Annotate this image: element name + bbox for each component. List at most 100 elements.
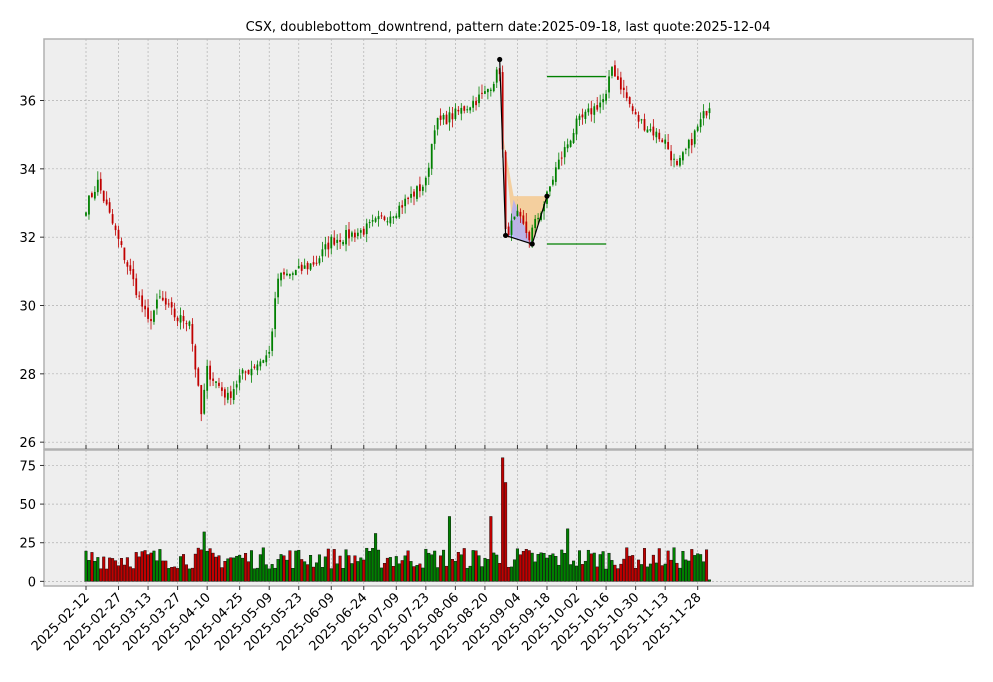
candle-body — [194, 345, 197, 370]
candle-body — [448, 112, 451, 123]
volume-bar — [279, 554, 283, 582]
volume-bar — [453, 560, 457, 582]
volume-bar — [134, 552, 138, 582]
volume-bar — [598, 554, 602, 582]
volume-bar — [184, 564, 188, 582]
volume-bar — [669, 559, 673, 582]
volume-bar — [270, 564, 274, 582]
volume-bar — [382, 562, 386, 582]
volume-bar — [176, 568, 180, 582]
volume-bar — [507, 566, 511, 582]
candle-body — [563, 147, 566, 158]
volume-bar — [140, 551, 144, 582]
candle-body — [416, 186, 418, 199]
candle-body — [321, 249, 324, 257]
candle-body — [696, 126, 699, 131]
volume-bar — [430, 554, 434, 582]
candle-body — [203, 389, 206, 414]
candle-body — [392, 216, 395, 218]
volume-bar — [326, 548, 330, 582]
volume-bar — [433, 550, 437, 582]
candle-body — [265, 355, 268, 363]
candle-body — [176, 317, 179, 322]
volume-bar — [164, 560, 168, 582]
candle-body — [120, 241, 123, 245]
candle-body — [436, 118, 439, 130]
volume-bar — [563, 553, 567, 582]
candle-body — [291, 273, 294, 275]
candle-body — [507, 226, 510, 236]
volume-bar — [205, 551, 209, 582]
volume-bar — [450, 559, 454, 582]
candle-body — [274, 298, 277, 330]
volume-bar — [675, 562, 679, 582]
volume-bar — [436, 567, 440, 582]
candle-body — [191, 324, 194, 344]
candle-body — [342, 241, 344, 245]
candle-body — [475, 100, 477, 106]
candle-body — [566, 144, 569, 149]
volume-bar — [276, 559, 280, 582]
candle-body — [537, 217, 540, 220]
candle-body — [182, 315, 185, 322]
volume-bar — [400, 560, 404, 582]
candle-body — [359, 230, 362, 233]
candle-body — [599, 102, 602, 108]
candle-body — [135, 278, 138, 296]
candle-body — [356, 232, 359, 237]
volume-bar — [625, 547, 629, 582]
candle-body — [631, 106, 634, 112]
candle-body — [442, 114, 445, 120]
volume-bar — [442, 549, 446, 582]
candle-body — [605, 93, 607, 101]
candle-body — [141, 295, 144, 307]
candle-body — [419, 184, 421, 192]
volume-bar — [548, 554, 552, 582]
volume-tick-label: 50 — [19, 498, 36, 513]
candle-body — [619, 77, 622, 90]
candle-body — [661, 139, 664, 143]
candle-body — [690, 139, 693, 146]
volume-bar — [282, 555, 286, 582]
candle-body — [466, 109, 469, 111]
volume-bar — [684, 559, 688, 582]
candle-body — [126, 262, 129, 267]
candle-body — [306, 262, 309, 270]
volume-bar — [332, 549, 336, 582]
volume-bar — [244, 553, 248, 582]
candle-body — [614, 65, 616, 77]
volume-bar — [495, 554, 499, 582]
volume-bar — [344, 549, 348, 582]
candle-body — [247, 369, 250, 375]
volume-tick-label: 25 — [19, 537, 36, 552]
volume-bar — [119, 558, 123, 582]
volume-bar — [249, 550, 253, 582]
volume-bar — [512, 559, 516, 582]
candle-body — [324, 244, 327, 250]
volume-bar — [415, 565, 419, 582]
volume-bar — [273, 567, 277, 582]
candle-body — [374, 218, 377, 222]
candle-body — [380, 215, 383, 217]
candle-body — [554, 167, 557, 182]
volume-bar — [580, 564, 584, 582]
volume-bar — [589, 553, 593, 582]
candle-body — [259, 361, 262, 367]
candle-body — [238, 375, 241, 383]
volume-bar — [187, 568, 191, 582]
candle-body — [655, 131, 658, 138]
volume-bar — [645, 566, 649, 582]
volume-bar — [388, 557, 392, 582]
price-tick-label: 36 — [19, 95, 36, 110]
pattern-line-layer — [497, 56, 607, 247]
volume-bar — [542, 553, 546, 582]
volume-bar — [294, 550, 298, 582]
candle-body — [469, 107, 472, 111]
volume-bar — [462, 548, 466, 582]
candle-body — [283, 272, 285, 275]
volume-bar — [99, 568, 103, 582]
volume-bar — [666, 550, 670, 582]
pattern-zigzag-line — [499, 59, 548, 245]
volume-bar — [128, 566, 132, 582]
candle-body — [684, 149, 687, 151]
